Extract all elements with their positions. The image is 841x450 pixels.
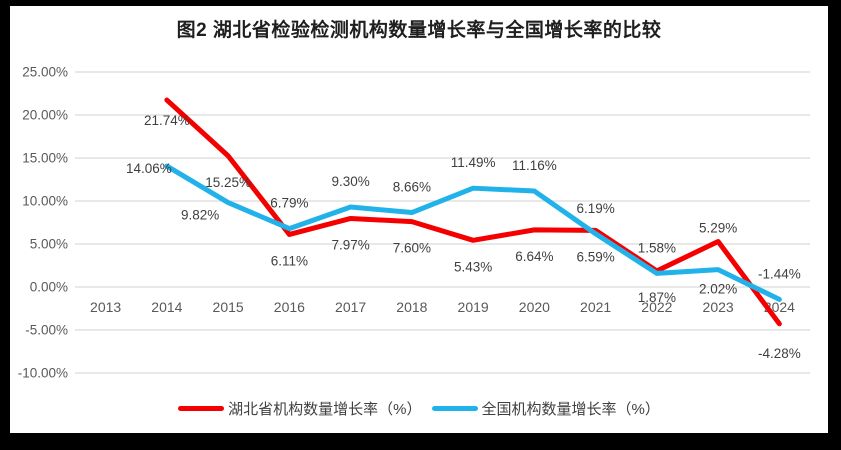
x-axis-tick-label: 2021 (580, 299, 611, 315)
data-label-national: 6.19% (576, 201, 614, 216)
data-label-national: 6.79% (270, 196, 308, 211)
data-label-national: 8.66% (393, 180, 431, 195)
data-label-hubei: 21.74% (144, 113, 190, 128)
legend-line-swatch-blue (431, 406, 478, 411)
data-label-national: 14.06% (126, 161, 172, 176)
x-axis-tick-label: 2022 (641, 299, 672, 315)
data-label-hubei: 5.29% (699, 221, 737, 236)
data-label-hubei: -4.28% (758, 346, 801, 361)
y-axis-tick-label: -5.00% (25, 323, 68, 338)
series-line-hubei (164, 97, 782, 327)
x-axis-tick-label: 2023 (703, 299, 734, 315)
data-label-hubei: 6.11% (271, 253, 308, 268)
data-label-national: 2.02% (699, 282, 737, 297)
chart-title: 图2 湖北省检验检测机构数量增长率与全国增长率的比较 (176, 20, 662, 41)
data-label-national: 11.49% (451, 155, 496, 170)
legend-label-national: 全国机构数量增长率（%） (481, 401, 660, 418)
y-axis-tick-label: 15.00% (22, 151, 68, 166)
y-axis-tick-label: 0.00% (30, 280, 68, 295)
data-label-hubei: 5.43% (454, 259, 492, 274)
chart-legend: 湖北省机构数量增长率（%） 全国机构数量增长率（%） (10, 398, 828, 419)
legend-line-swatch-red (178, 406, 225, 411)
data-label-national: 11.16% (512, 158, 557, 173)
legend-item-hubei: 湖北省机构数量增长率（%） (178, 398, 422, 419)
y-axis-tick-label: 5.00% (30, 237, 68, 252)
data-label-hubei: 1.87% (638, 290, 676, 305)
series-line-national (164, 163, 782, 302)
data-label-hubei: 7.60% (393, 241, 431, 256)
x-axis-tick-label: 2014 (151, 299, 182, 315)
chart-canvas: 图2 湖北省检验检测机构数量增长率与全国增长率的比较 25.00% 20.00% 1… (10, 6, 828, 433)
x-axis-tick-label: 2015 (213, 299, 244, 315)
y-axis-tick-label: -10.00% (18, 366, 68, 381)
x-axis-tick-label: 2016 (274, 299, 305, 315)
y-axis-tick-label: 25.00% (22, 65, 68, 80)
data-label-hubei: 15.25% (205, 175, 251, 190)
x-axis-tick-label: 2020 (519, 299, 550, 315)
data-label-hubei: 6.59% (576, 249, 614, 264)
x-axis-tick-label: 2017 (335, 299, 366, 315)
data-label-national: 9.82% (181, 208, 219, 223)
y-axis-tick-label: 10.00% (22, 194, 68, 209)
legend-item-national: 全国机构数量增长率（%） (431, 398, 660, 419)
x-axis-tick-label: 2018 (396, 299, 427, 315)
legend-label-hubei: 湖北省机构数量增长率（%） (228, 401, 422, 418)
line-chart: 25.00% 20.00% 15.00% 10.00% 5.00% 0.00% -5.00%… (18, 65, 810, 381)
data-label-national: -1.44% (758, 266, 801, 281)
data-label-national: 9.30% (331, 174, 369, 189)
x-axis-tick-label: 2019 (458, 299, 489, 315)
data-label-hubei: 6.64% (515, 249, 553, 264)
data-label-hubei: 7.97% (331, 237, 369, 252)
y-axis-tick-label: 20.00% (22, 108, 68, 123)
data-label-national: 1.58% (638, 240, 676, 255)
x-axis-tick-label: 2013 (90, 299, 121, 315)
